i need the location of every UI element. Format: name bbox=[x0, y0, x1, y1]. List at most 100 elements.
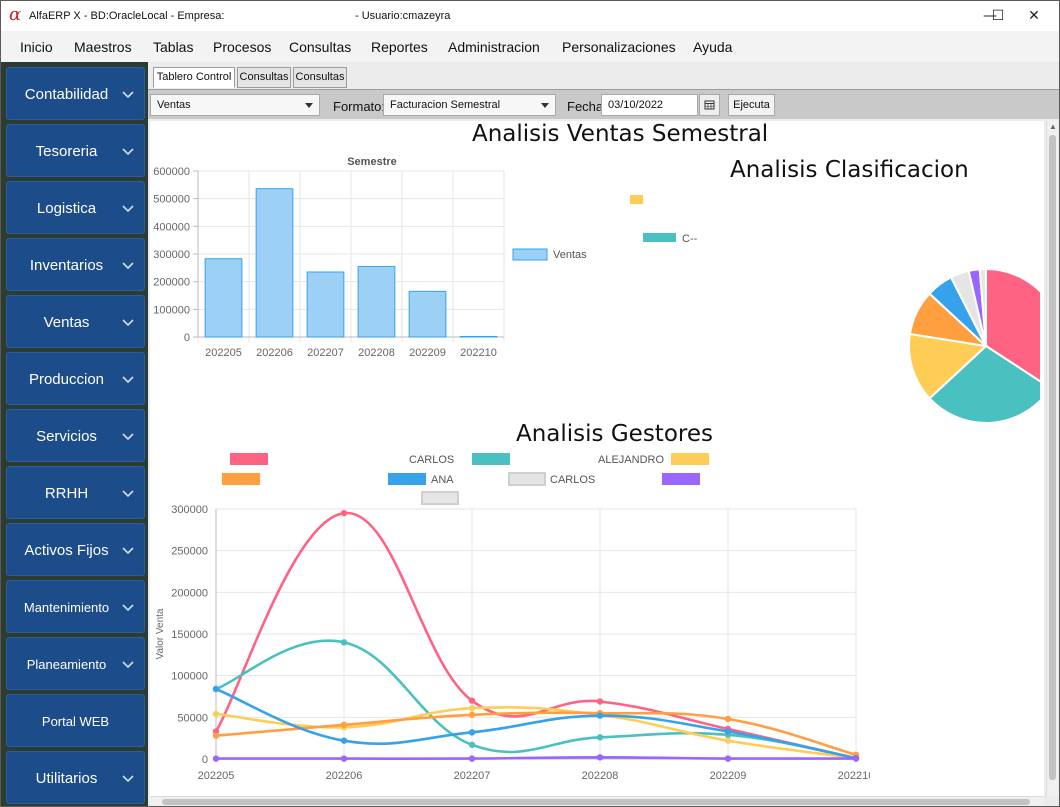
tab-consultas-1[interactable]: Consultas bbox=[237, 67, 291, 88]
legend-swatch bbox=[662, 473, 700, 485]
title-bar[interactable]: α AlfaERP X - BD:OracleLocal - Empresa: … bbox=[1, 1, 1059, 31]
y-tick-label: 300000 bbox=[171, 504, 208, 516]
y-tick-label: 600000 bbox=[153, 166, 190, 178]
vertical-scrollbar[interactable]: ▲ bbox=[1046, 121, 1058, 796]
sidebar-item-activos-fijos[interactable]: Activos Fijos bbox=[6, 523, 145, 576]
sidebar-item-planeamiento[interactable]: Planeamiento bbox=[6, 637, 145, 690]
data-point bbox=[340, 737, 348, 744]
tab-tablero-control[interactable]: Tablero Control bbox=[153, 67, 235, 88]
y-tick-label: 0 bbox=[184, 332, 190, 344]
vertical-scroll-thumb[interactable] bbox=[1049, 135, 1056, 780]
menu-personalizaciones[interactable]: Personalizaciones bbox=[562, 39, 676, 55]
data-point bbox=[468, 697, 476, 704]
bar bbox=[306, 271, 345, 338]
sidebar-item-logistica[interactable]: Logistica bbox=[6, 181, 145, 234]
legend-swatch bbox=[222, 473, 260, 485]
sidebar-item-servicios[interactable]: Servicios bbox=[6, 409, 145, 462]
menu-tablas[interactable]: Tablas bbox=[153, 39, 194, 55]
execute-button[interactable]: Ejecuta bbox=[728, 94, 775, 116]
chevron-down-icon bbox=[122, 433, 134, 441]
data-point bbox=[340, 721, 348, 729]
legend-label: CARLOS bbox=[550, 474, 595, 486]
y-tick-label: 300000 bbox=[153, 249, 190, 261]
pie-slice bbox=[928, 344, 1040, 423]
data-point bbox=[468, 711, 476, 719]
x-tick-label: 202208 bbox=[358, 347, 395, 359]
x-tick-label: 202205 bbox=[198, 770, 235, 782]
format-select[interactable]: Facturacion Semestral bbox=[383, 94, 556, 116]
data-point bbox=[468, 729, 476, 736]
sidebar-item-mantenimiento[interactable]: Mantenimiento bbox=[6, 580, 145, 633]
sidebar-item-utilitarios[interactable]: Utilitarios bbox=[6, 751, 145, 804]
date-field[interactable]: 03/10/2022 bbox=[601, 94, 698, 116]
sidebar-item-inventarios[interactable]: Inventarios bbox=[6, 238, 145, 291]
data-point bbox=[468, 755, 476, 762]
y-tick-label: 200000 bbox=[171, 587, 208, 599]
chevron-down-icon bbox=[122, 376, 134, 384]
legend-swatch bbox=[671, 453, 709, 465]
sidebar-item-label: Contabilidad bbox=[24, 86, 109, 103]
horizontal-scrollbar[interactable] bbox=[150, 796, 1044, 806]
data-point bbox=[340, 639, 348, 646]
bar bbox=[255, 188, 294, 338]
data-point bbox=[212, 710, 220, 718]
date-label: Fecha: bbox=[567, 99, 607, 114]
menu-ayuda[interactable]: Ayuda bbox=[693, 39, 733, 55]
legend-swatch bbox=[508, 472, 546, 486]
horizontal-scroll-thumb[interactable] bbox=[162, 799, 1030, 805]
sidebar-item-portal-web[interactable]: Portal WEB bbox=[6, 694, 145, 747]
pie-slice bbox=[985, 267, 1040, 383]
sidebar-item-rrhh[interactable]: RRHH bbox=[6, 466, 145, 519]
x-tick-label: 202206 bbox=[326, 770, 363, 782]
sidebar-item-ventas[interactable]: Ventas bbox=[6, 295, 145, 348]
format-label: Formato: bbox=[333, 99, 386, 114]
menu-inicio[interactable]: Inicio bbox=[20, 39, 53, 55]
data-point bbox=[212, 732, 220, 739]
analysis-select[interactable]: Ventas bbox=[150, 94, 320, 116]
legend-swatch bbox=[230, 453, 268, 465]
calendar-button[interactable] bbox=[699, 94, 720, 116]
analysis-select-value: Ventas bbox=[157, 99, 191, 111]
sidebar-item-label: Produccion bbox=[28, 371, 105, 388]
tab-consultas-2[interactable]: Consultas bbox=[293, 67, 347, 88]
x-tick-label: 202208 bbox=[582, 770, 619, 782]
format-select-value: Facturacion Semestral bbox=[390, 99, 501, 111]
y-tick-label: 0 bbox=[202, 754, 208, 766]
legend-label: CARLOS bbox=[409, 454, 454, 466]
maximize-icon[interactable]: ☐ bbox=[991, 8, 1005, 24]
pie-slice bbox=[978, 267, 987, 347]
menu-procesos[interactable]: Procesos bbox=[213, 39, 272, 55]
legend-swatch bbox=[512, 248, 548, 261]
data-point bbox=[596, 754, 604, 761]
sidebar-item-produccion[interactable]: Produccion bbox=[6, 352, 145, 405]
menu-consultas[interactable]: Consultas bbox=[289, 39, 352, 55]
menu-administracion[interactable]: Administracion bbox=[448, 39, 540, 55]
menu-maestros[interactable]: Maestros bbox=[74, 39, 132, 55]
x-tick-label: 202207 bbox=[307, 347, 344, 359]
x-tick-label: 202205 bbox=[205, 347, 242, 359]
bar bbox=[357, 265, 396, 338]
close-icon[interactable]: ✕ bbox=[1028, 8, 1040, 24]
minimize-icon[interactable]: — bbox=[983, 8, 997, 24]
filter-toolbar: Ventas Formato: Facturacion Semestral Fe… bbox=[148, 89, 1059, 119]
classification-pie-chart: COMERCIALP-C-- bbox=[630, 195, 1040, 423]
y-tick-label: 150000 bbox=[171, 629, 208, 641]
chevron-down-icon bbox=[122, 547, 134, 555]
data-point bbox=[724, 755, 732, 762]
series-line bbox=[215, 687, 857, 760]
scroll-up-icon[interactable]: ▲ bbox=[1049, 122, 1057, 131]
sidebar-item-label: Inventarios bbox=[29, 257, 104, 274]
dashboard-panel: Analisis Ventas Semestral Analisis Clasi… bbox=[150, 121, 1044, 796]
sidebar-item-contabilidad[interactable]: Contabilidad bbox=[6, 67, 145, 120]
pie-slice bbox=[908, 332, 989, 400]
menu-reportes[interactable]: Reportes bbox=[371, 39, 428, 55]
sidebar-item-label: Planeamiento bbox=[26, 657, 107, 672]
bar bbox=[408, 290, 447, 338]
sidebar-item-label: Ventas bbox=[43, 314, 90, 331]
chevron-down-icon bbox=[122, 205, 134, 213]
data-point bbox=[852, 755, 860, 762]
sidebar-item-label: Servicios bbox=[36, 428, 97, 445]
x-tick-label: 202210 bbox=[460, 347, 497, 359]
sidebar-item-tesoreria[interactable]: Tesoreria bbox=[6, 124, 145, 177]
